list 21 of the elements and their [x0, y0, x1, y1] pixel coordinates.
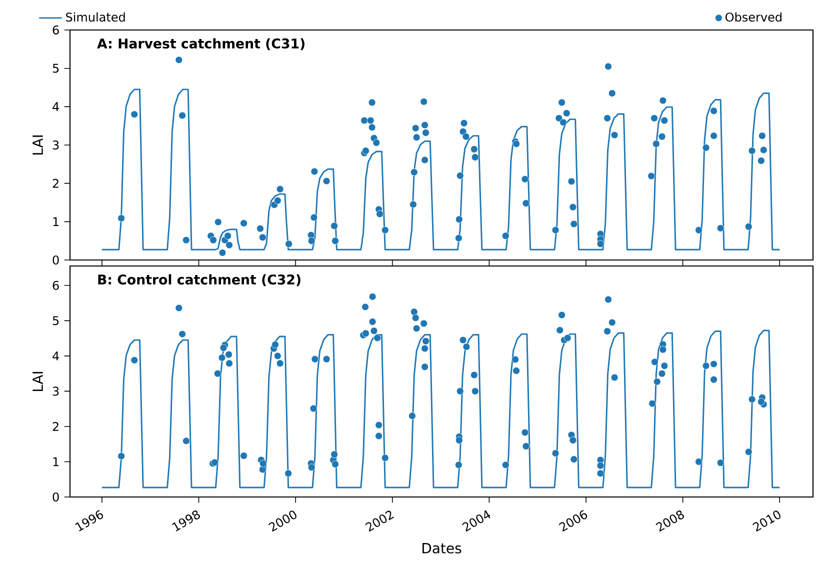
- y-tick-label: 4: [52, 352, 59, 360]
- y-tick-label: 0: [52, 492, 59, 502]
- y-tick-label: 5: [52, 316, 59, 326]
- x-axis-title: Dates: [422, 543, 462, 554]
- text: A: Harvest catchment (C31): [97, 38, 304, 50]
- y-tick-label: 3: [52, 140, 59, 150]
- y-tick-label: 5: [52, 64, 59, 73]
- legend-label: Simulated: [66, 12, 125, 22]
- y-tick-label: 4: [52, 102, 59, 112]
- y-tick-label: 2: [52, 178, 58, 188]
- y-tick-label: 1: [53, 217, 59, 226]
- y-axis-title: LAI: [32, 372, 43, 392]
- text: B: Control catchment (C32): [98, 274, 300, 286]
- y-tick-label: 6: [52, 280, 59, 290]
- y-tick-label: 0: [52, 255, 59, 265]
- y-tick-label: 1: [53, 457, 59, 466]
- y-tick-label: 6: [52, 25, 59, 35]
- legend-label: Observed: [725, 12, 782, 22]
- y-tick-label: 2: [52, 422, 58, 431]
- y-tick-label: 3: [52, 386, 59, 396]
- y-axis-title: LAI: [32, 135, 43, 155]
